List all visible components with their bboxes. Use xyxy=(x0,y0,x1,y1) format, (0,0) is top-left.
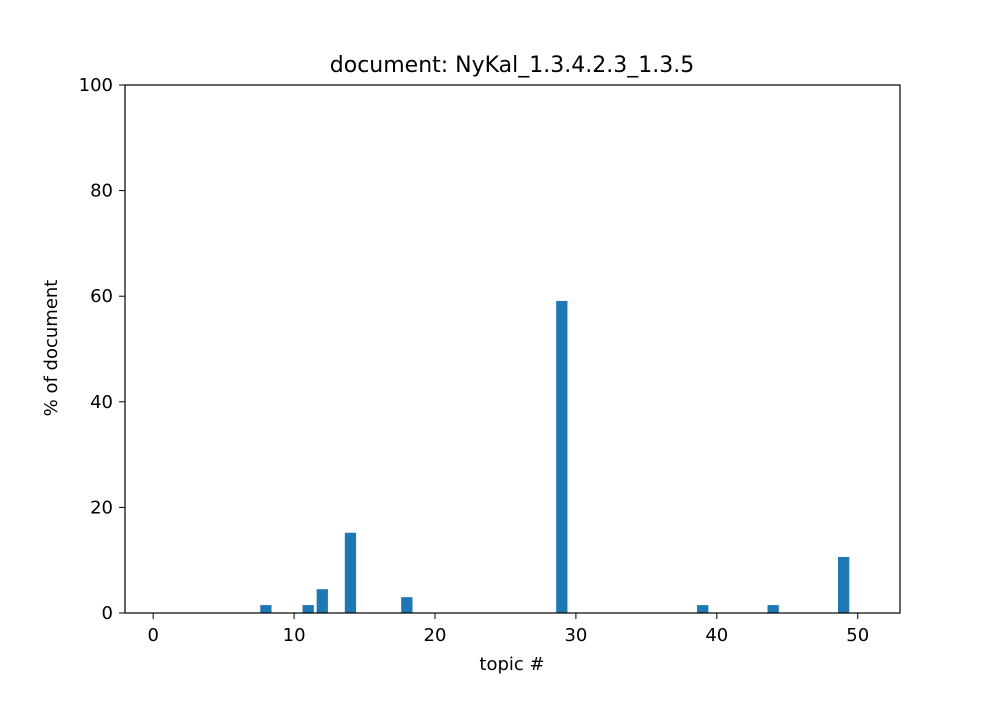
bar-topic-49 xyxy=(838,557,850,613)
x-tick-label: 20 xyxy=(424,625,447,646)
bar-topic-8 xyxy=(260,605,272,613)
bar-topic-39 xyxy=(697,605,709,613)
x-axis-label: topic # xyxy=(479,654,544,675)
bar-topic-18 xyxy=(401,597,413,613)
bar-topic-12 xyxy=(316,589,328,613)
x-tick-label: 0 xyxy=(147,625,158,646)
bar-topic-14 xyxy=(344,532,357,613)
y-tick-label: 60 xyxy=(90,286,113,307)
bar-topic-44 xyxy=(767,605,779,613)
bar-topic-29 xyxy=(556,300,568,613)
y-tick-label: 80 xyxy=(90,181,113,202)
y-tick-label: 0 xyxy=(102,603,113,624)
x-tick-label: 30 xyxy=(564,625,587,646)
x-tick-label: 40 xyxy=(705,625,728,646)
plot-frame xyxy=(124,84,901,614)
y-tick-label: 100 xyxy=(79,75,113,96)
bars-layer xyxy=(260,300,850,613)
ticks-layer: 0 10 20 30 40 50 0 20 40 60 80 100 xyxy=(79,75,870,646)
x-tick-label: 10 xyxy=(283,625,306,646)
bar-topic-11 xyxy=(302,605,314,613)
x-tick-label: 50 xyxy=(846,625,869,646)
chart-title: document: NyKal_1.3.4.2.3_1.3.5 xyxy=(330,53,694,78)
y-tick-label: 40 xyxy=(90,392,113,413)
y-axis-label: % of document xyxy=(41,280,62,417)
y-tick-label: 20 xyxy=(90,497,113,518)
